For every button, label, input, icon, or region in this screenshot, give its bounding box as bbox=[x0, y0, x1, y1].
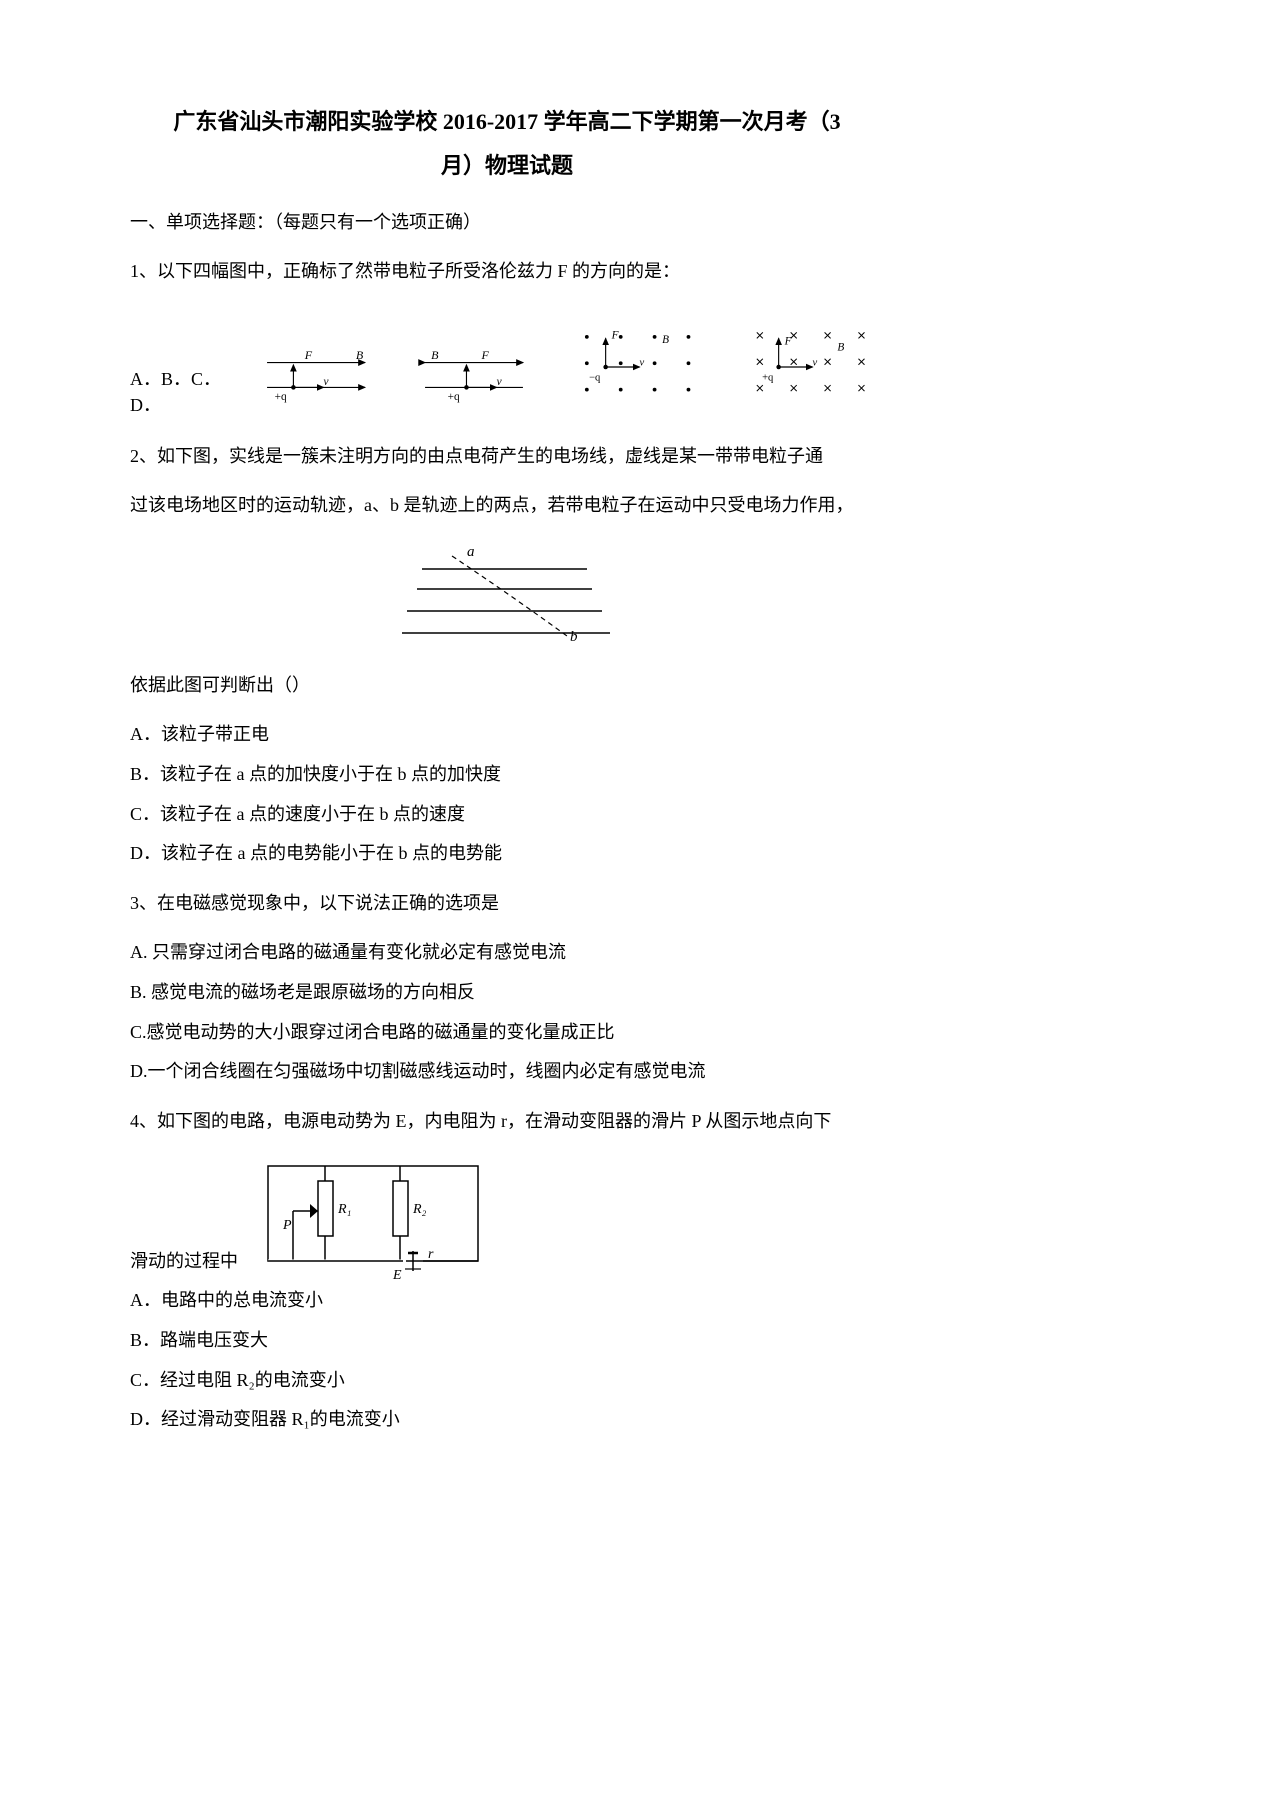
q3-opt-c: C.感觉电动势的大小跟穿过闭合电路的磁通量的变化量成正比 bbox=[130, 1013, 884, 1053]
lbl-B: B bbox=[837, 341, 844, 353]
q1-fig-b: B F +q v bbox=[410, 332, 538, 427]
lbl-E: E bbox=[392, 1268, 402, 1281]
q2-opt-d: D．该粒子在 a 点的电势能小于在 b 点的电势能 bbox=[130, 834, 884, 874]
lbl-F: F bbox=[304, 347, 313, 361]
lbl-v: v bbox=[812, 357, 817, 368]
lbl-F: F bbox=[784, 335, 792, 347]
title: 广东省汕头市潮阳实验学校 2016-2017 学年高二下学期第一次月考（3 月）… bbox=[130, 100, 884, 188]
q2-opt-c: C．该粒子在 a 点的速度小于在 b 点的速度 bbox=[130, 795, 884, 835]
lbl-v: v bbox=[639, 357, 644, 368]
q1-stem: 1、以下四幅图中，正确标了然带电粒子所受洛伦兹力 F 的方向的是： bbox=[130, 252, 884, 292]
lbl-B: B bbox=[662, 333, 669, 345]
q2-figure-wrap: a b bbox=[130, 541, 884, 651]
lbl-R2: R₂ bbox=[412, 1202, 427, 1217]
lbl-F: F bbox=[611, 329, 619, 341]
q3-opt-a: A. 只需穿过闭合电路的磁通量有变化就必定有感觉电流 bbox=[130, 933, 884, 973]
q2-stem1: 2、如下图，实线是一簇未注明方向的由点电荷产生的电场线，虚线是某一带带电粒子通 bbox=[130, 437, 884, 477]
lbl-q: +q bbox=[762, 372, 774, 383]
q4-opt-b: B．路端电压变大 bbox=[130, 1321, 884, 1361]
q1-fig-a: F B +q v bbox=[252, 332, 380, 427]
q2-figure: a b bbox=[392, 541, 622, 651]
title-line-1: 广东省汕头市潮阳实验学校 2016-2017 学年高二下学期第一次月考（3 bbox=[130, 100, 884, 144]
lbl-q: +q bbox=[274, 391, 286, 403]
q4-opt-d: D．经过滑动变阻器 R₁的电流变小 bbox=[130, 1400, 884, 1440]
q3-stem: 3、在电磁感觉现象中，以下说法正确的选项是 bbox=[130, 884, 884, 924]
lbl-B: B bbox=[356, 347, 364, 361]
q4-stem: 4、如下图的电路，电源电动势为 E，内电阻为 r，在滑动变阻器的滑片 P 从图示… bbox=[130, 1102, 884, 1142]
q4-opt-a: A．电路中的总电流变小 bbox=[130, 1281, 884, 1321]
q3-opt-d: D.一个闭合线圈在匀强磁场中切割磁感线运动时，线圈内必定有感觉电流 bbox=[130, 1052, 884, 1092]
lbl-a: a bbox=[467, 544, 475, 560]
lbl-q: −q bbox=[589, 372, 601, 383]
lbl-F: F bbox=[480, 347, 489, 361]
q4-tail: 滑动的过程中 bbox=[130, 1242, 238, 1282]
q2-opt-b: B．该粒子在 a 点的加快度小于在 b 点的加快度 bbox=[130, 755, 884, 795]
lbl-b: b bbox=[570, 629, 578, 645]
lbl-v: v bbox=[496, 376, 501, 388]
lbl-B: B bbox=[431, 347, 439, 361]
q2-tail: 依据此图可判断出（） bbox=[130, 666, 884, 706]
q1-figures: A．B．C．D． F B +q v bbox=[130, 307, 884, 427]
q4-opt-c: C．经过电阻 R₂的电流变小 bbox=[130, 1361, 884, 1401]
q4-figwrap: 滑动的过程中 P R₁ R₂ E r bbox=[130, 1151, 884, 1281]
q2-opt-a: A．该粒子带正电 bbox=[130, 715, 884, 755]
q2-stem2: 过该电场地区时的运动轨迹，a、b 是轨迹上的两点，若带电粒子在运动中只受电场力作… bbox=[130, 486, 884, 526]
q1-fig-c: F B −q v bbox=[568, 307, 711, 427]
q3-opt-b: B. 感觉电流的磁场老是跟原磁场的方向相反 bbox=[130, 973, 884, 1013]
page: 广东省汕头市潮阳实验学校 2016-2017 学年高二下学期第一次月考（3 月）… bbox=[0, 0, 1014, 1500]
lbl-R1: R₁ bbox=[337, 1202, 351, 1217]
q1-fig-d: F B +q v bbox=[741, 307, 884, 427]
lbl-q: +q bbox=[448, 391, 460, 403]
dots-grid bbox=[585, 335, 690, 391]
q1-opts-lead: A．B．C．D． bbox=[130, 365, 222, 417]
section-1-head: 一、单项选择题：（每题只有一个选项正确） bbox=[130, 208, 884, 234]
lbl-v: v bbox=[323, 376, 328, 388]
q4-circuit: P R₁ R₂ E r bbox=[248, 1151, 508, 1281]
title-line-2: 月）物理试题 bbox=[130, 144, 884, 188]
lbl-r: r bbox=[428, 1247, 434, 1262]
lbl-P: P bbox=[282, 1218, 292, 1233]
